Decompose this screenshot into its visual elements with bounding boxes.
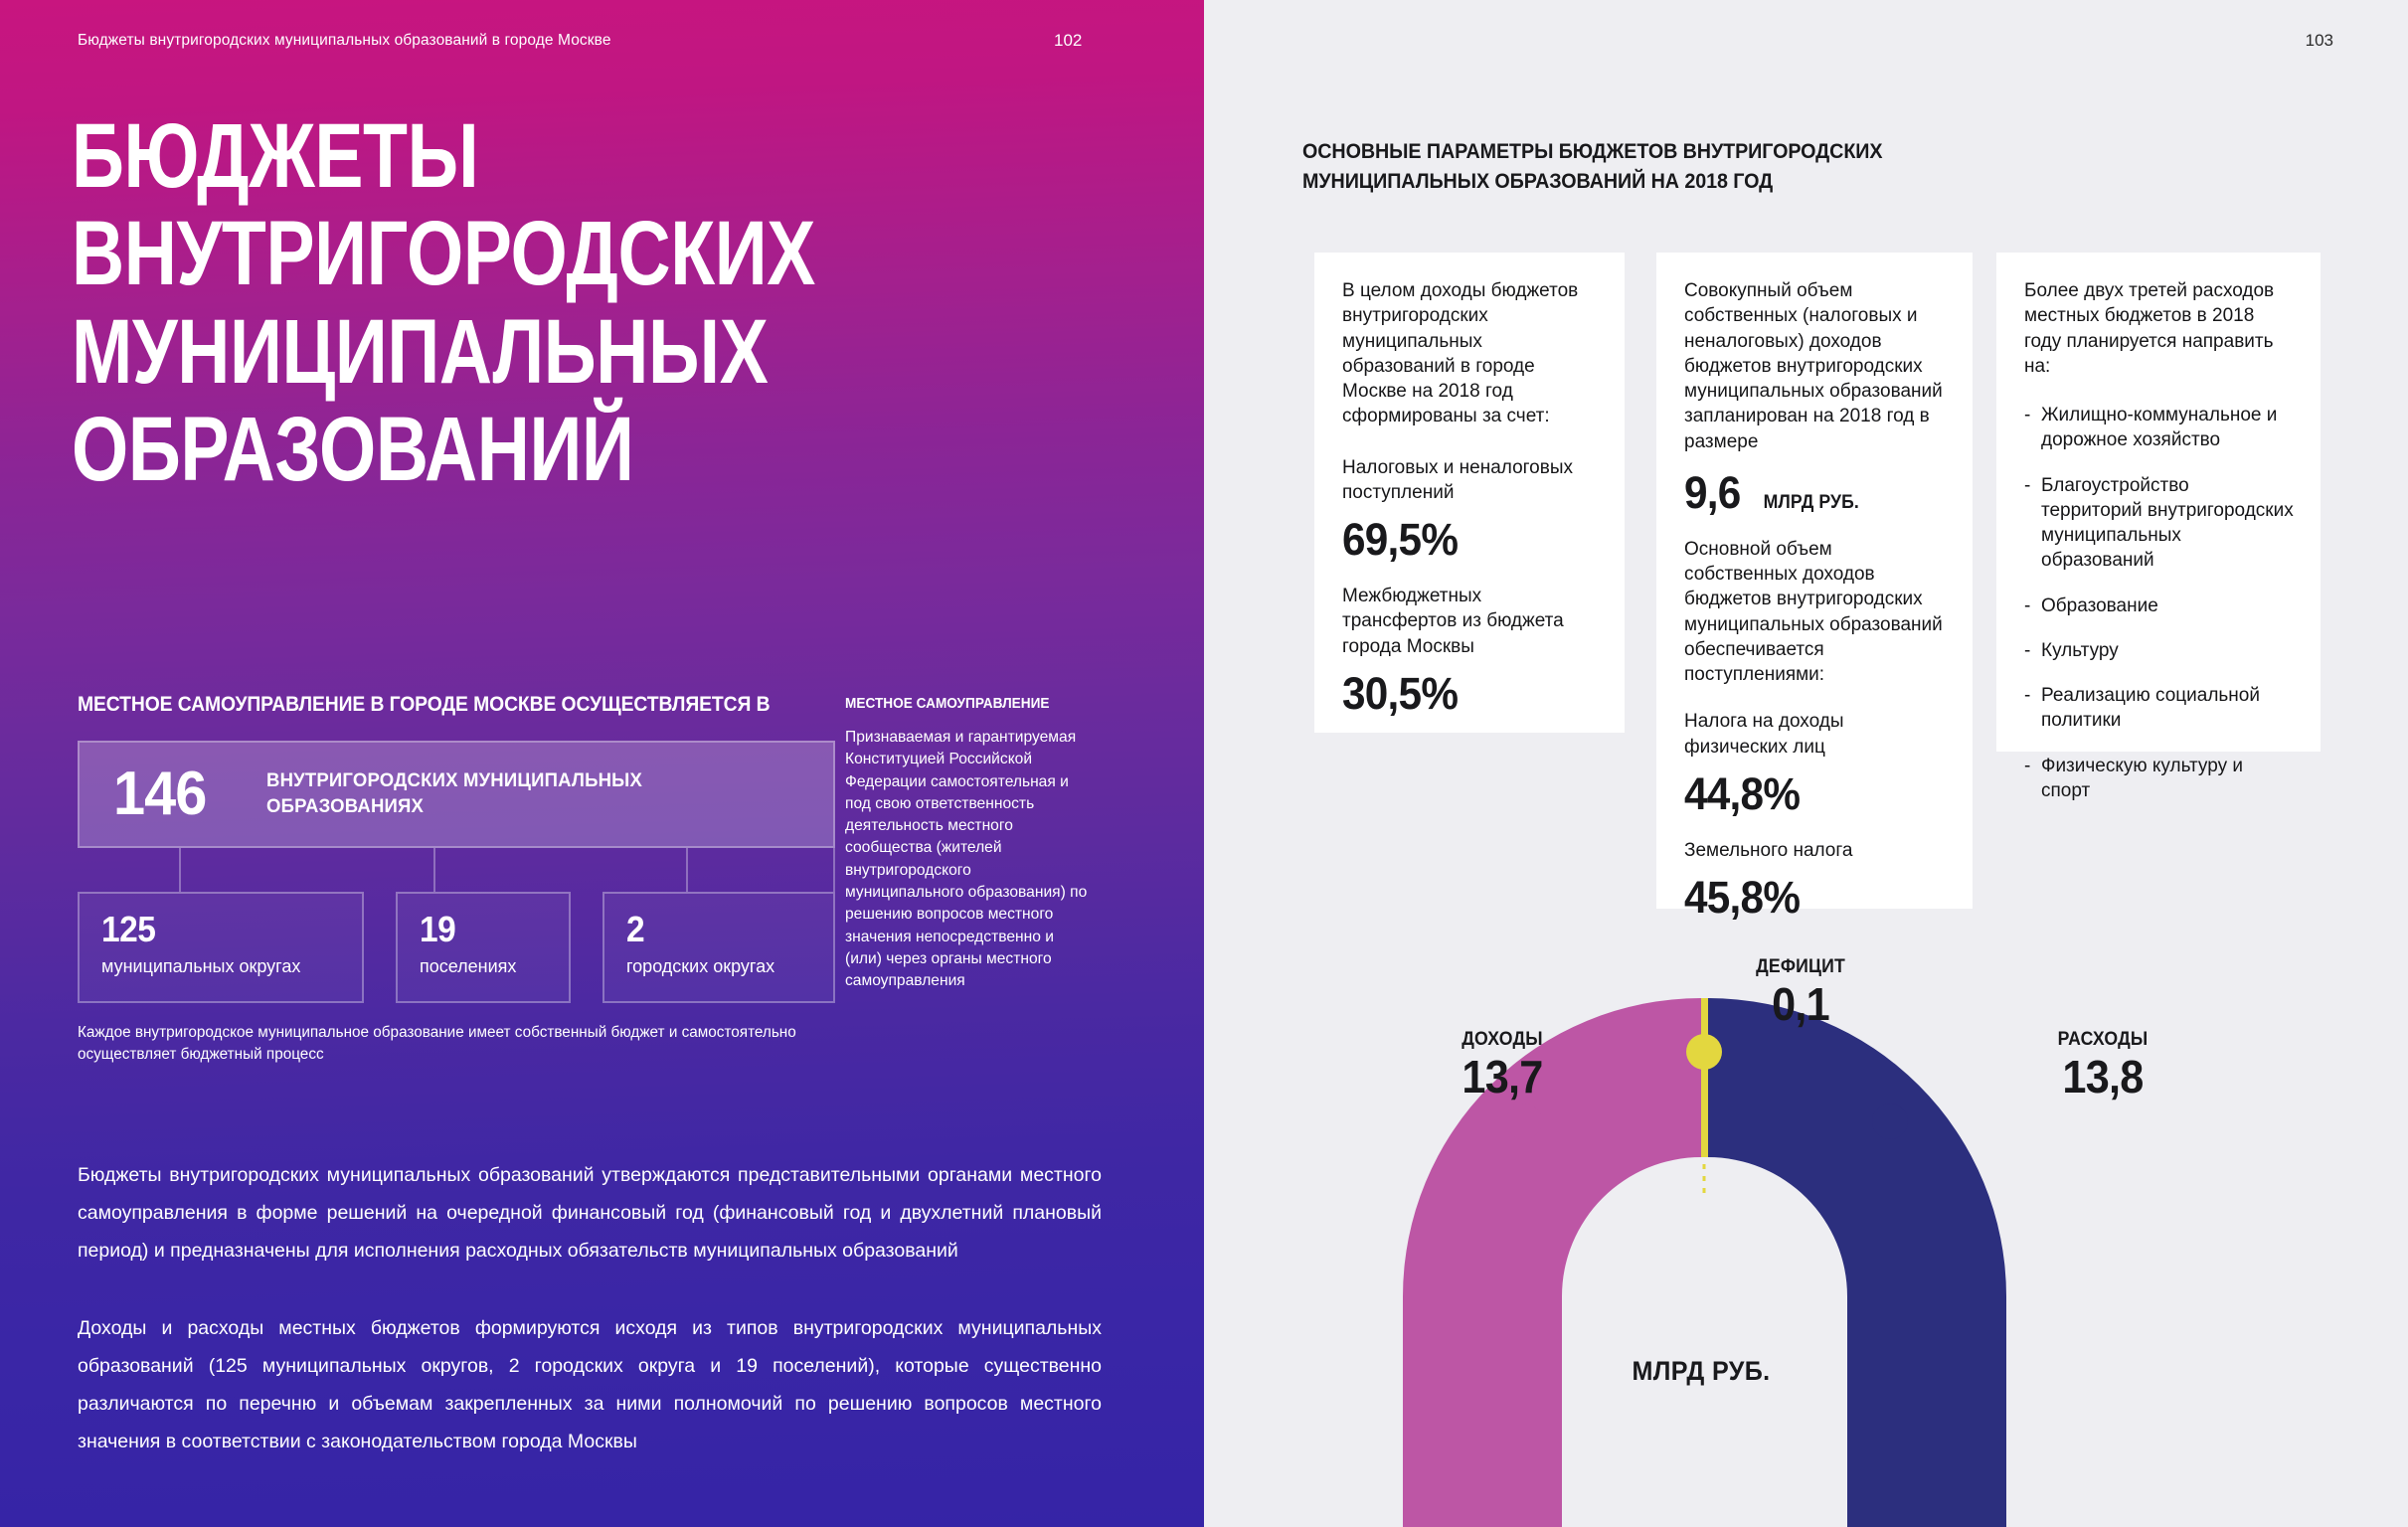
list-item: Жилищно-коммунальное и дорожное хозяйств… bbox=[2024, 403, 2295, 453]
page-title-line-4: ОБРАЗОВАНИЙ bbox=[72, 399, 634, 501]
tree-connector-1 bbox=[179, 848, 181, 892]
municipalities-tree-diagram: 146 ВНУТРИГОРОДСКИХ МУНИЦИПАЛЬНЫХ ОБРАЗО… bbox=[78, 741, 835, 1004]
callout-income-value: 13,7 bbox=[1462, 1051, 1543, 1103]
tree-root-number: 146 bbox=[113, 760, 207, 828]
list-item: Благоустройство территорий внутригородск… bbox=[2024, 473, 2295, 574]
page-title-line-1: БЮДЖЕТЫ bbox=[72, 105, 479, 207]
card-expenditure-directions: Более двух третей расходов местных бюдже… bbox=[1996, 253, 2321, 801]
tree-connector-3 bbox=[686, 848, 688, 892]
list-item: Образование bbox=[2024, 594, 2295, 619]
page-number-right: 103 bbox=[2305, 31, 2333, 50]
tree-child-label-1: муниципальных округах bbox=[101, 956, 301, 976]
body-copy: Бюджеты внутригородских муниципальных об… bbox=[78, 1156, 1102, 1460]
card1-item1-label: Налоговых и неналоговых поступлений bbox=[1342, 456, 1573, 503]
card2-item2-value: 45,8% bbox=[1684, 872, 1801, 924]
donut-slice-deficit bbox=[1701, 998, 1708, 1157]
card2-intro: Совокупный объем собственных (налоговых … bbox=[1684, 280, 1943, 452]
body-paragraph-1: Бюджеты внутригородских муниципальных об… bbox=[78, 1164, 1102, 1263]
card2-item2-label: Земельного налога bbox=[1684, 839, 1853, 861]
tree-root-label: ВНУТРИГОРОДСКИХ МУНИЦИПАЛЬНЫХ ОБРАЗОВАНИ… bbox=[266, 768, 642, 819]
tree-child-number-3: 2 bbox=[626, 909, 645, 949]
donut-chart-svg bbox=[1403, 998, 2006, 1527]
callout-dot-income bbox=[1506, 1103, 1542, 1139]
running-head: Бюджеты внутригородских муниципальных об… bbox=[78, 32, 611, 49]
list-item: Реализацию социальной политики bbox=[2024, 683, 2295, 734]
page-title: БЮДЖЕТЫ ВНУТРИГОРОДСКИХ МУНИЦИПАЛЬНЫХ ОБ… bbox=[72, 107, 915, 499]
donut-slice-income bbox=[1403, 998, 1701, 1527]
budget-donut-chart bbox=[1204, 954, 2408, 1527]
list-item: Физическую культуру и спорт bbox=[2024, 754, 2295, 804]
page-number-left: 102 bbox=[1054, 31, 1083, 50]
callout-deficit-value: 0,1 bbox=[1772, 978, 1830, 1030]
card1-intro: В целом доходы бюджетов внутригородских … bbox=[1342, 280, 1579, 427]
body-paragraph-2: Доходы и расходы местных бюджетов формир… bbox=[78, 1317, 1102, 1453]
tree-child-node-1: 125 муниципальных округах bbox=[78, 892, 364, 1003]
card2-item1-label: Налога на доходы физических лиц bbox=[1684, 711, 1844, 758]
tree-root-label-line-2: ОБРАЗОВАНИЯХ bbox=[266, 795, 425, 817]
tree-child-number-2: 19 bbox=[420, 909, 456, 949]
tree-note: Каждое внутригородское муниципальное обр… bbox=[78, 1024, 796, 1064]
card2-amount-value: 9,6 bbox=[1684, 466, 1741, 518]
tree-connector-2 bbox=[433, 848, 435, 892]
callout-dot-expense bbox=[1872, 1103, 1908, 1139]
card1-item2-label: Межбюджетных трансфертов из бюджета горо… bbox=[1342, 586, 1564, 657]
callout-dot-deficit bbox=[1686, 1034, 1722, 1070]
sidebar-definition-text: Признаваемая и гарантируемая Конституцие… bbox=[845, 729, 1088, 990]
page-title-line-2: ВНУТРИГОРОДСКИХ bbox=[72, 203, 815, 305]
donut-slice-expense bbox=[1708, 998, 2006, 1527]
card2-item1-value: 44,8% bbox=[1684, 767, 1801, 819]
tree-heading: МЕСТНОЕ САМОУПРАВЛЕНИЕ В ГОРОДЕ МОСКВЕ О… bbox=[78, 693, 771, 716]
tree-child-label-2: поселениях bbox=[420, 956, 517, 976]
card1-item1-value: 69,5% bbox=[1342, 514, 1459, 566]
tree-child-number-1: 125 bbox=[101, 909, 156, 949]
tree-root-node: 146 ВНУТРИГОРОДСКИХ МУНИЦИПАЛЬНЫХ ОБРАЗО… bbox=[78, 741, 835, 848]
callout-expense-value: 13,8 bbox=[2062, 1051, 2144, 1103]
tree-root-label-line-1: ВНУТРИГОРОДСКИХ МУНИЦИПАЛЬНЫХ bbox=[266, 769, 643, 792]
card2-mid: Основной объем собственных доходов бюдже… bbox=[1684, 538, 1943, 686]
tree-connector-4 bbox=[833, 848, 835, 892]
tree-child-node-3: 2 городских округах bbox=[602, 892, 835, 1003]
card3-bullet-list: Жилищно-коммунальное и дорожное хозяйств… bbox=[2024, 403, 2295, 803]
tree-child-node-2: 19 поселениях bbox=[396, 892, 571, 1003]
left-page: Бюджеты внутригородских муниципальных об… bbox=[0, 0, 1204, 1527]
card-income-structure: В целом доходы бюджетов внутригородских … bbox=[1314, 253, 1625, 733]
list-item: Культуру bbox=[2024, 638, 2295, 664]
card-own-revenues: Совокупный объем собственных (налоговых … bbox=[1656, 253, 1973, 920]
sidebar-definition-title: МЕСТНОЕ САМОУПРАВЛЕНИЕ bbox=[845, 696, 1050, 712]
donut-unit-label: МЛРД РУБ. bbox=[1632, 1356, 1771, 1386]
callout-income-caption: ДОХОДЫ bbox=[1462, 1029, 1543, 1050]
card2-amount: 9,6 МЛРД РУБ. bbox=[1684, 470, 1947, 515]
callout-deficit-caption: ДЕФИЦИТ bbox=[1756, 956, 1845, 977]
callout-expense: РАСХОДЫ 13,8 bbox=[1988, 1029, 2217, 1102]
page-title-line-3: МУНИЦИПАЛЬНЫХ bbox=[72, 300, 769, 403]
card3-intro: Более двух третей расходов местных бюдже… bbox=[2024, 280, 2275, 377]
callout-income: ДОХОДЫ 13,7 bbox=[1388, 1029, 1617, 1102]
tree-child-label-3: городских округах bbox=[626, 956, 775, 976]
right-page-heading: ОСНОВНЫЕ ПАРАМЕТРЫ БЮДЖЕТОВ ВНУТРИГОРОДС… bbox=[1302, 140, 1883, 193]
sidebar-definition: МЕСТНОЕ САМОУПРАВЛЕНИЕ Признаваемая и га… bbox=[845, 696, 1092, 993]
callout-deficit: ДЕФИЦИТ 0,1 bbox=[1686, 956, 1915, 1029]
card1-item2-value: 30,5% bbox=[1342, 667, 1459, 719]
card2-amount-unit: МЛРД РУБ. bbox=[1763, 491, 1860, 513]
callout-expense-caption: РАСХОДЫ bbox=[2057, 1029, 2149, 1050]
